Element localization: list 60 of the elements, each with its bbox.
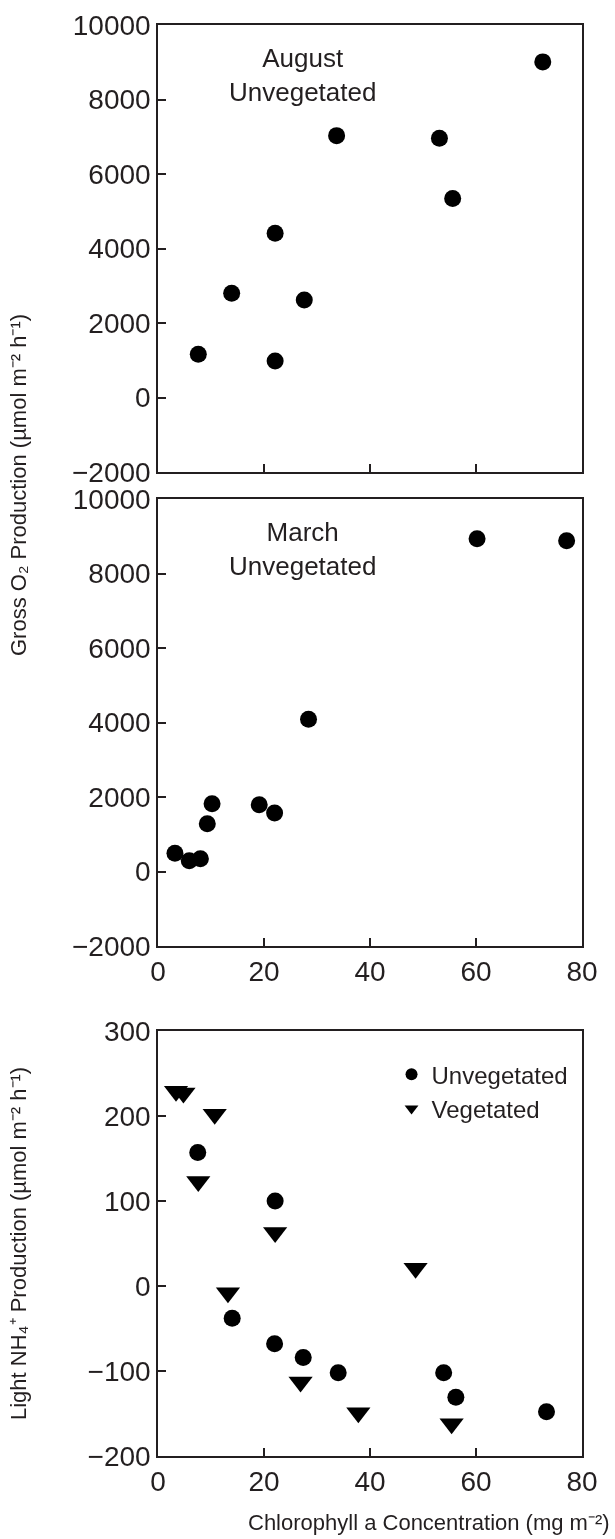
x-tick-label: 60 (460, 1466, 492, 1498)
y-tick-label: 6000 (88, 632, 151, 664)
x-tick-label: 20 (248, 1466, 280, 1498)
y-axis-title: Light NH₄⁺ Production (µmol m⁻² h⁻¹) (6, 1066, 31, 1420)
point (328, 127, 346, 145)
point (266, 224, 284, 242)
point (534, 53, 552, 71)
y-tick-label: 0 (135, 382, 151, 414)
point (266, 804, 284, 822)
y-tick-label: 8000 (88, 558, 151, 590)
point (166, 844, 184, 862)
y-tick-label: 300 (103, 1015, 151, 1047)
point (266, 352, 284, 370)
legend-label: Vegetated (431, 1095, 540, 1123)
point (447, 1388, 465, 1406)
x-tick-label: 40 (354, 1466, 386, 1498)
y-tick-label: −2000 (72, 930, 151, 962)
y-tick-label: 2000 (88, 781, 151, 813)
y-tick-label: 4000 (88, 707, 151, 739)
point (294, 1348, 312, 1366)
point (300, 710, 318, 728)
y-axis-title: Gross O₂ Production (µmol m⁻² h⁻¹) (6, 313, 31, 656)
point (191, 850, 209, 868)
x-tick-label: 20 (248, 956, 280, 988)
point (444, 190, 462, 208)
point (198, 815, 216, 833)
x-tick-label: 80 (566, 956, 598, 988)
y-tick-label: −200 (87, 1440, 151, 1472)
point (266, 1335, 284, 1353)
x-tick-label: 40 (354, 956, 386, 988)
legend-label: Unvegetated (431, 1061, 568, 1089)
point (250, 796, 268, 814)
point (189, 345, 207, 363)
point (223, 284, 241, 302)
point (295, 291, 313, 309)
y-tick-label: 0 (135, 1270, 151, 1302)
point (189, 1144, 207, 1162)
y-tick-label: 8000 (88, 84, 151, 116)
point (266, 1192, 284, 1210)
point (223, 1309, 241, 1327)
y-tick-label: 4000 (88, 233, 151, 265)
annotation: August Unvegetated (229, 43, 377, 107)
y-tick-label: 2000 (88, 307, 151, 339)
x-axis-title: Chlorophyll a Concentration (mg m⁻²) (248, 1510, 610, 1535)
point (468, 530, 486, 548)
y-tick-label: 200 (103, 1100, 151, 1132)
y-tick-label: 10000 (72, 9, 151, 41)
point (558, 532, 576, 550)
point (435, 1364, 453, 1382)
point (203, 795, 221, 813)
annotation: March Unvegetated (229, 517, 377, 581)
y-tick-label: 6000 (88, 158, 151, 190)
point (430, 129, 448, 147)
x-tick-label: 80 (566, 1466, 598, 1498)
x-tick-label: 60 (460, 956, 492, 988)
point (538, 1403, 555, 1421)
y-tick-label: 100 (103, 1185, 151, 1217)
y-tick-label: 0 (135, 856, 151, 888)
point (329, 1364, 347, 1382)
y-tick-label: −100 (87, 1355, 151, 1387)
